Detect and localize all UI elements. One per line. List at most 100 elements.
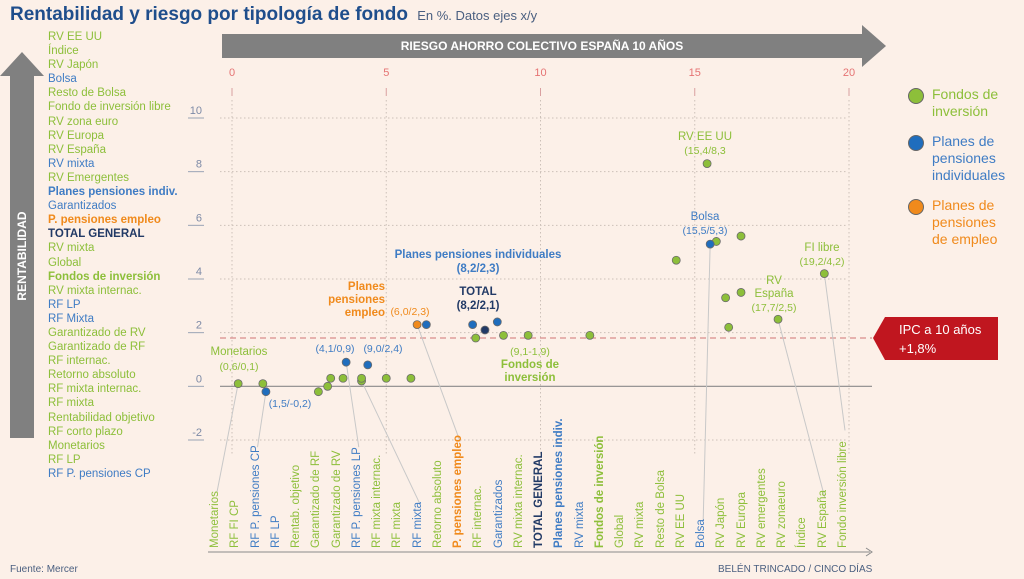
data-point-total xyxy=(480,325,490,335)
legend-label: Planes de pensiones individuales xyxy=(932,133,1006,183)
data-point-rv-mixta xyxy=(523,330,533,340)
annotation-label: Planes pensiones individuales xyxy=(395,249,562,261)
ipc-label: IPC a 10 años xyxy=(899,322,982,337)
ranking-item-rv-espana: RV España xyxy=(48,143,106,156)
data-point-planes-pensiones-individuales xyxy=(468,320,478,330)
x-axis-arrow-icon xyxy=(862,25,886,67)
leader-line xyxy=(416,324,461,442)
annotation-label: inversión xyxy=(504,372,555,384)
x-axis-banner xyxy=(222,34,862,58)
ranking-item-rv-emergentes: RV Emergentes xyxy=(48,171,129,184)
leader-line xyxy=(361,380,421,504)
data-point-garantizado-de-rv xyxy=(326,373,336,383)
riesgo-category-rv-ee-uu: RV EE UU xyxy=(674,493,687,548)
riesgo-category-retorno-absoluto: Retorno absoluto xyxy=(431,460,444,548)
leader-line xyxy=(777,319,826,498)
annotation-values: (1,5/-0,2) xyxy=(269,398,312,410)
y-tick-label: -2 xyxy=(192,427,202,439)
annotation-values: (9,0/2,4) xyxy=(363,343,402,355)
data-point-garantizados xyxy=(421,320,431,330)
annotation-label: RV EE UU xyxy=(678,131,732,143)
data-point-bolsa xyxy=(705,239,715,249)
data-point-fondos-de-inversion xyxy=(471,333,481,343)
riesgo-category-planes-pensiones-indiv: Planes pensiones indiv. xyxy=(553,418,566,548)
legend-item-fondos-de-inversion: Fondos de inversión xyxy=(908,86,1005,120)
x-tick-label: 5 xyxy=(383,67,389,79)
y-tick-label: 8 xyxy=(196,159,202,171)
riesgo-category-rf-p-pensiones-lp: RF P. pensiones LP xyxy=(350,447,363,548)
annotation-label: pensiones xyxy=(328,294,385,306)
leader-line xyxy=(257,391,267,448)
annotation-label: RV xyxy=(766,275,782,287)
ranking-item-global: Global xyxy=(48,256,82,269)
data-point-rv-europa xyxy=(721,293,730,303)
data-point-garantizado-de-rf xyxy=(323,381,333,391)
ranking-item-total-general: TOTAL GENERAL xyxy=(48,228,145,241)
ranking-item-rf-lp: RF LP xyxy=(48,453,81,466)
riesgo-category-rv-emergentes: RV emergentes xyxy=(755,468,768,548)
riesgo-category-rentab-objetivo: Rentab. objetivo xyxy=(290,464,303,548)
ranking-item-garantizado-de-rv: Garantizado de RV xyxy=(48,326,146,339)
riesgo-category-indice: Índice xyxy=(796,517,809,548)
annotation-label: Fondos de xyxy=(501,359,559,371)
riesgo-category-bolsa: Bolsa xyxy=(695,519,708,548)
annotation-label: España xyxy=(754,288,794,300)
riesgo-category-global: Global xyxy=(614,514,627,548)
ranking-item-rf-mixta-internac: RF mixta internac. xyxy=(48,383,142,396)
credit-note: BELÉN TRINCADO / CINCO DÍAS xyxy=(718,564,873,575)
annotation-values: (0,6/0,1) xyxy=(219,361,258,373)
ranking-item-rf-mixta: RF Mixta xyxy=(48,312,94,325)
y-axis-banner xyxy=(10,74,34,438)
legend-marker-icon xyxy=(908,199,924,215)
ranking-item-resto-de-bolsa: Resto de Bolsa xyxy=(48,87,126,100)
ranking-item-rf-internac: RF internac. xyxy=(48,355,111,368)
riesgo-category-rv-mixta: RV mixta xyxy=(573,501,586,548)
ranking-item-rv-mixta: RV mixta xyxy=(48,242,95,255)
ranking-item-monetarios: Monetarios xyxy=(48,439,105,452)
annotation-values: (15,5/5,3) xyxy=(683,225,728,237)
annotation-values: (8,2/2,3) xyxy=(457,263,500,275)
ranking-item-rf-mixta: RF mixta xyxy=(48,397,94,410)
data-point-monetarios xyxy=(233,379,243,389)
ipc-callout: IPC a 10 años +1,8% xyxy=(885,317,998,360)
annotation-label: Bolsa xyxy=(691,211,720,223)
annotation-values: (19,2/4,2) xyxy=(800,256,845,268)
annotation-values: (9,1-1,9) xyxy=(510,346,550,358)
data-point-planes-pensiones-empleo xyxy=(412,320,422,330)
bottom-axis-arrow-icon xyxy=(865,547,873,557)
riesgo-category-rf-mixta-internac: RF mixta internac. xyxy=(371,454,384,548)
riesgo-category-rf-mixta: RF mixta xyxy=(391,502,404,548)
ranking-item-retorno-absoluto: Retorno absoluto xyxy=(48,369,136,382)
data-point-global xyxy=(499,330,508,340)
ipc-value: +1,8% xyxy=(899,341,937,356)
legend-label: Fondos de inversión xyxy=(932,86,999,119)
data-point-rf-internac xyxy=(381,373,391,383)
data-point-indice xyxy=(736,231,746,241)
data-point-rv-mixta-internac xyxy=(406,373,416,383)
leader-line xyxy=(345,362,360,448)
riesgo-category-rf-lp: RF LP xyxy=(269,515,282,548)
chart-subtitle: En %. Datos ejes x/y xyxy=(417,8,538,23)
data-point-rv-emergentes xyxy=(671,255,681,265)
ranking-item-rv-zona-euro: RV zona euro xyxy=(48,115,119,128)
annotation-values: (15,4/8,3 xyxy=(684,145,726,157)
ranking-item-rentabilidad-objetivo: Rentabilidad objetivo xyxy=(48,411,155,424)
ranking-item-rv-japon: RV Japón xyxy=(48,59,99,72)
riesgo-category-rv-zonaeuro: RV zonaeuro xyxy=(776,481,789,548)
ranking-item-rf-corto-plazo: RF corto plazo xyxy=(48,425,123,438)
annotation-values: (8,2/2,1) xyxy=(457,300,500,312)
riesgo-category-p-pensiones-empleo: P. pensiones empleo xyxy=(452,435,465,548)
x-axis-banner-label: RIESGO AHORRO COLECTIVO ESPAÑA 10 AÑOS xyxy=(400,39,684,53)
annotation-label: Planes xyxy=(348,281,385,293)
riesgo-category-rf-fi-cp: RF FI CP xyxy=(229,500,242,548)
data-point-rf-mixta-internac xyxy=(338,373,348,383)
data-point-rv-espana xyxy=(773,314,783,324)
ranking-item-planes-pensiones-indiv: Planes pensiones indiv. xyxy=(48,186,178,199)
ranking-item-indice: Índice xyxy=(48,45,79,58)
annotation-values: (6,0/2,3) xyxy=(390,306,429,318)
source-note: Fuente: Mercer xyxy=(10,564,78,575)
ranking-item-fondos-de-inversion: Fondos de inversión xyxy=(48,270,161,283)
annotation-label: FI libre xyxy=(804,242,839,254)
riesgo-category-rf-mixta: RF mixta xyxy=(411,502,424,548)
ranking-item-garantizados: Garantizados xyxy=(48,200,117,213)
